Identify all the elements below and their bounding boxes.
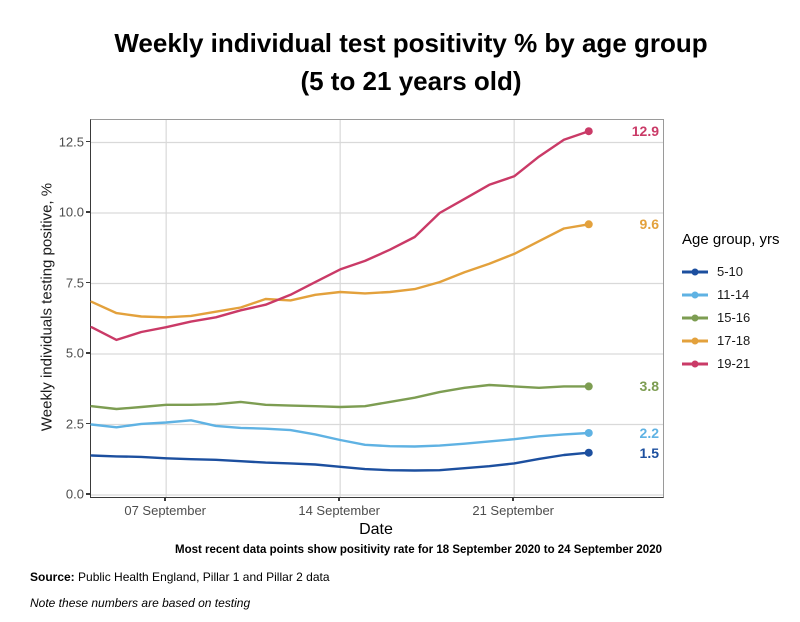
caption: Most recent data points show positivity …	[175, 544, 662, 556]
legend-item-11-14: 11-14	[682, 283, 798, 306]
y-tick-label: 7.5	[65, 275, 84, 290]
source-label: Source:	[30, 570, 75, 584]
x-tick-label: 21 September	[472, 503, 555, 518]
end-value-label-19-21: 12.9	[631, 123, 659, 140]
source-text: Public Health England, Pillar 1 and Pill…	[74, 570, 330, 584]
y-tickmark	[86, 211, 90, 213]
legend-item-label: 11-14	[717, 287, 750, 302]
legend-key-icon	[682, 268, 708, 275]
y-tick-label: 10.0	[58, 204, 84, 220]
x-tickmark	[164, 497, 166, 501]
plot-svg	[90, 120, 663, 497]
chart-subtitle: (5 to 21 years old)	[300, 66, 522, 96]
series-line-17-18	[90, 223, 590, 319]
legend-key-icon	[682, 360, 708, 367]
series-line-11-14	[90, 419, 590, 448]
series-line-5-10	[90, 451, 590, 472]
series-line-15-16	[90, 383, 590, 411]
series-end-dot-11-14	[584, 428, 593, 437]
chart-title: Weekly individual test positivity % by a…	[114, 28, 708, 58]
legend-item-label: 15-16	[717, 310, 751, 325]
legend-item-label: 5-10	[717, 264, 744, 279]
series-end-dot-17-18	[584, 220, 593, 229]
legend-key-icon	[682, 314, 708, 321]
y-tick-label: 12.5	[58, 134, 84, 149]
y-tickmark	[86, 493, 90, 495]
series-line-19-21	[90, 129, 590, 342]
y-tick-label: 5.0	[65, 345, 84, 361]
legend-item-label: 19-21	[717, 356, 751, 371]
x-tick-label: 07 September	[124, 503, 207, 518]
end-value-label-5-10: 1.5	[639, 444, 659, 461]
x-tick-label: 14 September	[298, 503, 381, 518]
legend-key-icon	[682, 291, 708, 298]
y-axis-tick-labels: 0.0 2.5 5.0 7.5 10.0 12.5	[0, 0, 84, 622]
plot-panel: 1.5 2.2 3.8 9.6 12.9	[90, 119, 664, 498]
legend-key-icon	[682, 337, 708, 344]
end-value-label-15-16: 3.8	[639, 378, 659, 395]
x-tickmark	[338, 497, 340, 501]
legend-item-label: 17-18	[717, 333, 751, 348]
legend-item-19-21: 19-21	[682, 352, 798, 375]
legend-items: 5-10 11-14 15-16 17-18 19-21	[682, 260, 798, 375]
x-axis-title: Date	[359, 521, 393, 538]
end-value-label-11-14: 2.2	[639, 425, 659, 441]
source-line: Source: Public Health England, Pillar 1 …	[30, 570, 330, 584]
y-tickmark	[86, 352, 90, 354]
legend-item-5-10: 5-10	[682, 260, 798, 283]
y-tickmark	[86, 281, 90, 284]
series-end-dot-5-10	[584, 448, 593, 457]
legend-item-15-16: 15-16	[682, 306, 798, 329]
y-tickmark	[86, 140, 90, 143]
series-end-dot-19-21	[584, 127, 593, 136]
x-tickmark	[512, 497, 514, 501]
legend-title: Age group, yrs	[682, 231, 780, 248]
legend-item-17-18: 17-18	[682, 329, 798, 352]
end-value-label-17-18: 9.6	[639, 216, 659, 233]
series-end-dot-15-16	[584, 382, 593, 391]
y-tick-label: 0.0	[65, 486, 84, 502]
chart-title-block: Weekly individual test positivity % by a…	[26, 24, 796, 100]
y-tickmark	[86, 422, 90, 425]
y-tick-label: 2.5	[65, 416, 84, 431]
legend: Age group, yrs 5-10 11-14 15-16 17-18 19-21	[682, 231, 798, 375]
note-line: Note these numbers are based on testing	[30, 596, 251, 610]
